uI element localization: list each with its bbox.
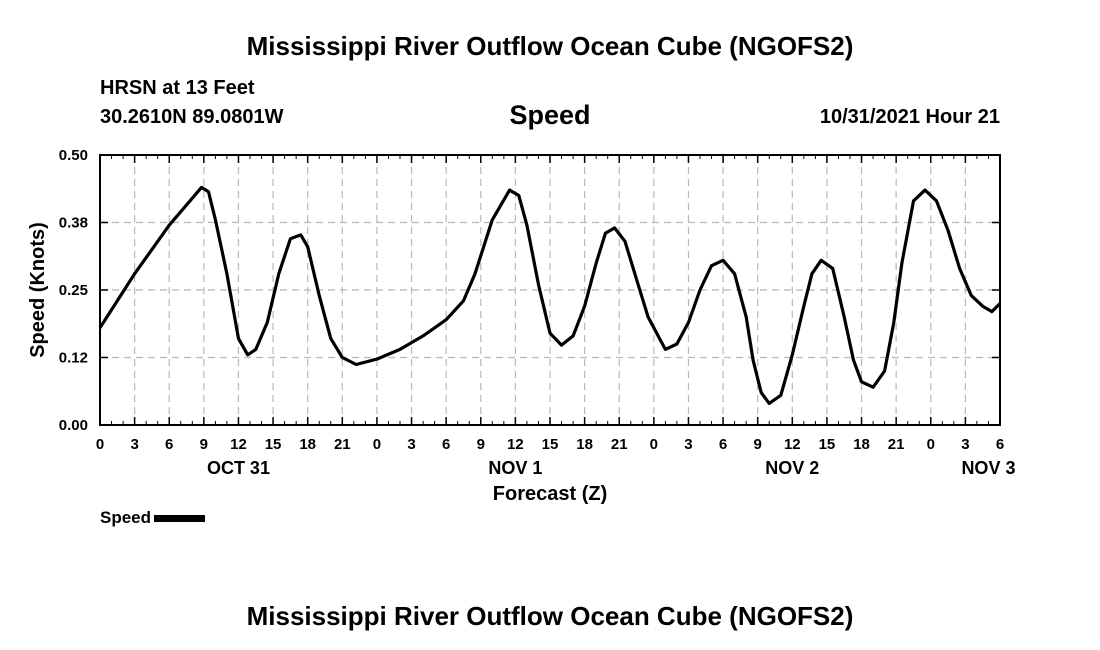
station-coordinates: 30.2610N 89.0801W <box>100 106 284 128</box>
day-label: NOV 1 <box>488 458 542 478</box>
x-tick-label: 6 <box>442 436 450 453</box>
x-tick-label: 0 <box>373 436 381 453</box>
day-label: NOV 3 <box>961 458 1015 478</box>
legend-swatch-line <box>154 515 206 523</box>
x-tick-label: 0 <box>927 436 935 453</box>
x-tick-label: 12 <box>230 436 247 453</box>
speed-series-line <box>98 185 1002 405</box>
x-tick-label: 15 <box>542 436 559 453</box>
x-tick-label: 9 <box>200 436 208 453</box>
footer-title: Mississippi River Outflow Ocean Cube (NG… <box>246 601 854 631</box>
x-tick-label: 6 <box>996 436 1004 453</box>
x-tick-label: 9 <box>477 436 485 453</box>
x-tick-label: 15 <box>265 436 282 453</box>
day-label: OCT 31 <box>207 458 270 478</box>
y-tick-label: 0.00 <box>59 417 88 434</box>
station-label: HRSN at 13 Feet <box>100 77 255 99</box>
x-tick-label: 15 <box>819 436 836 453</box>
speed-chart: 0 3 6 9 12 15 18 21 0 3 6 9 12 15 18 21 0 3 6 9 12 15 18 21 0 3 6 0… <box>27 147 1016 505</box>
x-tick-label: 3 <box>684 436 692 453</box>
legend-label: Speed <box>100 508 152 527</box>
x-tick-label: 18 <box>853 436 870 453</box>
y-tick-label: 0.12 <box>59 350 88 367</box>
grid <box>100 155 1000 425</box>
variable-title: Speed <box>509 100 591 130</box>
x-tick-label: 0 <box>96 436 104 453</box>
x-tick-label: 21 <box>334 436 351 453</box>
x-tick-label: 9 <box>754 436 762 453</box>
axis-labels: 0 3 6 9 12 15 18 21 0 3 6 9 12 15 18 21 0 3 6 9 12 15 18 21 0 3 6 0… <box>59 147 1016 478</box>
x-tick-label: 21 <box>611 436 628 453</box>
x-tick-label: 6 <box>719 436 727 453</box>
y-tick-label: 0.38 <box>59 215 88 232</box>
x-tick-label: 18 <box>299 436 316 453</box>
legend: Speed <box>100 508 206 528</box>
x-tick-label: 0 <box>650 436 658 453</box>
x-tick-label: 18 <box>576 436 593 453</box>
axis-ticks <box>99 154 1001 426</box>
chart-title: Mississippi River Outflow Ocean Cube (NG… <box>246 31 854 61</box>
x-tick-label: 3 <box>130 436 138 453</box>
x-tick-label: 3 <box>407 436 415 453</box>
forecast-timestamp: 10/31/2021 Hour 21 <box>819 106 1000 128</box>
y-axis-label: Speed (Knots) <box>27 222 49 358</box>
x-axis-label: Forecast (Z) <box>493 483 607 505</box>
x-tick-label: 3 <box>961 436 969 453</box>
y-tick-label: 0.25 <box>59 282 88 299</box>
y-tick-label: 0.50 <box>59 147 88 164</box>
x-tick-label: 6 <box>165 436 173 453</box>
x-tick-label: 21 <box>888 436 905 453</box>
x-tick-label: 12 <box>507 436 524 453</box>
day-label: NOV 2 <box>765 458 819 478</box>
x-tick-label: 12 <box>784 436 801 453</box>
